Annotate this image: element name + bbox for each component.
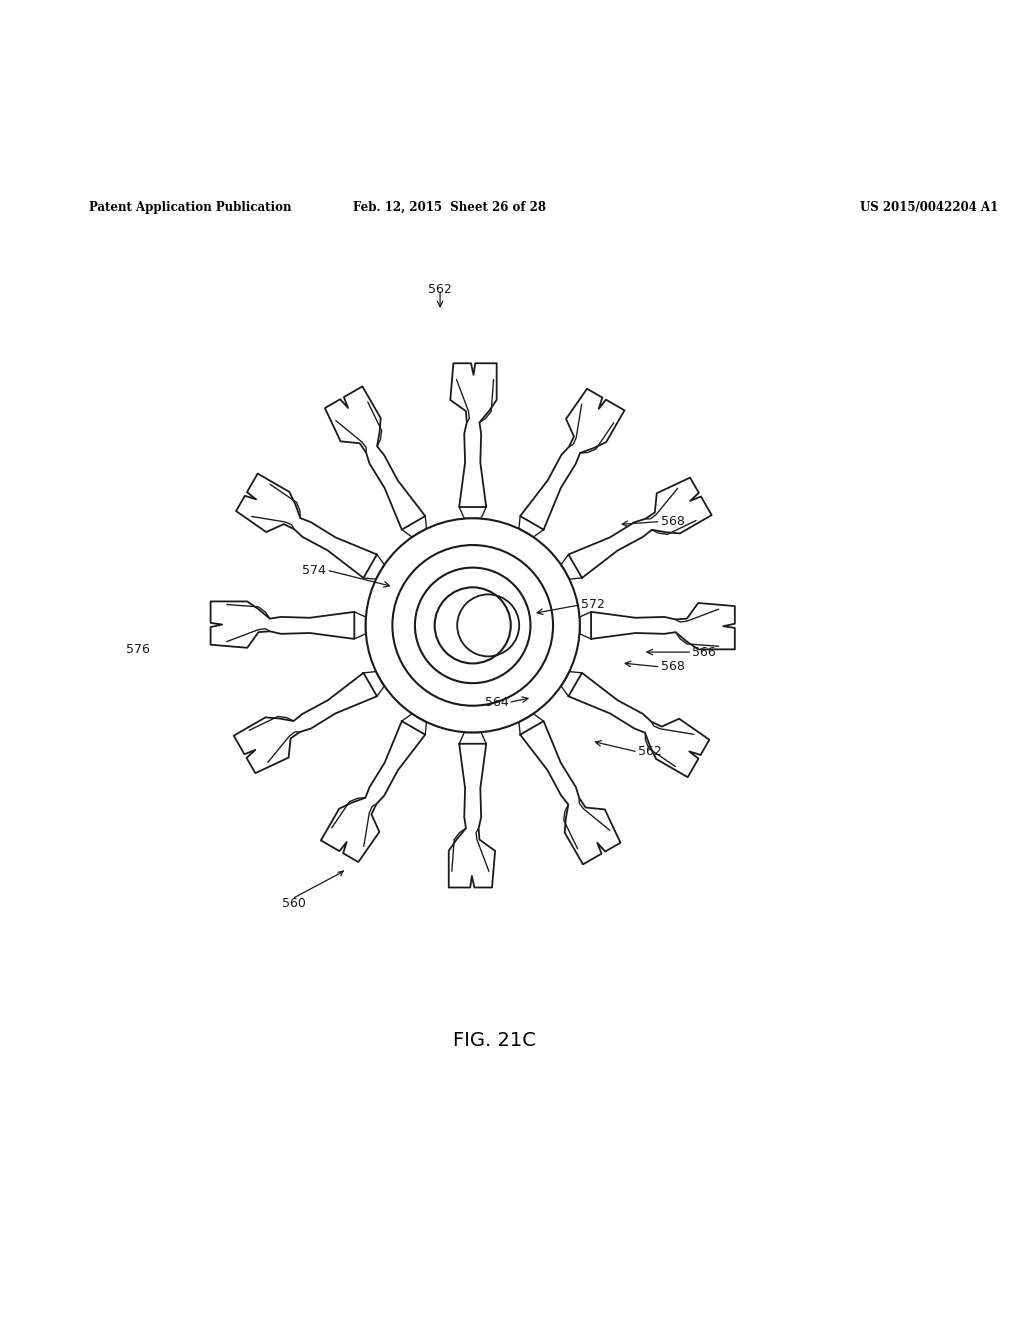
Text: 560: 560 [282, 896, 306, 909]
Text: 562: 562 [428, 282, 452, 296]
Text: 566: 566 [692, 645, 716, 659]
Text: Feb. 12, 2015  Sheet 26 of 28: Feb. 12, 2015 Sheet 26 of 28 [353, 201, 547, 214]
Text: 576: 576 [126, 643, 151, 656]
Text: 568: 568 [660, 660, 684, 673]
Text: 564: 564 [484, 696, 508, 709]
Text: US 2015/0042204 A1: US 2015/0042204 A1 [860, 201, 998, 214]
Text: FIG. 21C: FIG. 21C [453, 1031, 536, 1051]
Text: 568: 568 [660, 515, 684, 528]
Text: 572: 572 [582, 598, 605, 611]
Text: 574: 574 [302, 564, 327, 577]
Text: Patent Application Publication: Patent Application Publication [89, 201, 292, 214]
Text: 562: 562 [638, 746, 662, 759]
